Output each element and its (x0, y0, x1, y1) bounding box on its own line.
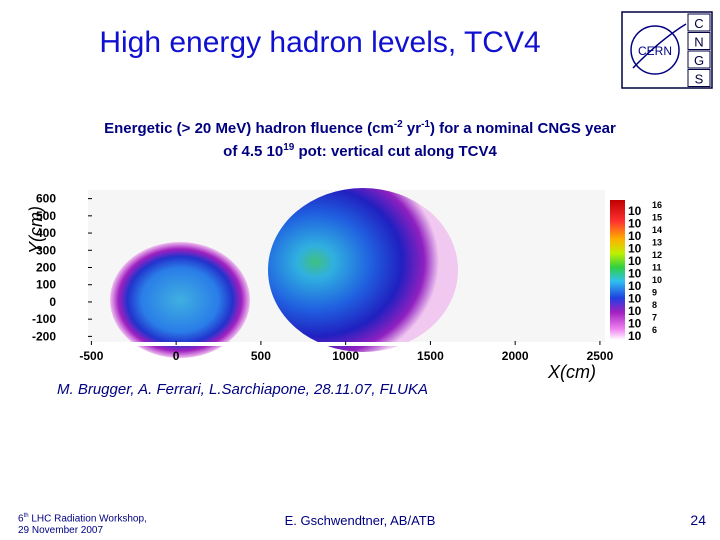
logo-letter: S (695, 72, 704, 87)
colorbar-base: 10 (628, 292, 642, 306)
logo-arc (632, 23, 687, 69)
caption-text: yr (402, 120, 422, 137)
logo: CERN CNGS (621, 11, 713, 89)
footer-text: LHC Radiation Workshop, (28, 513, 147, 525)
colorbar-exponent: 10 (652, 275, 662, 285)
axes: -500 0 500 1000 1500 2000 25006005004003002001… (26, 192, 662, 382)
x-axis-label: X(cm) (547, 362, 596, 382)
plot: -500 0 500 1000 1500 2000 25006005004003002001… (26, 188, 662, 382)
footer-text: 6 (18, 513, 24, 525)
heatmap-blob (268, 188, 458, 352)
y-tick-label: 500 (36, 209, 56, 223)
y-tick-label: 100 (36, 278, 56, 292)
logo-ring (630, 25, 680, 75)
caption-text: pot: vertical cut along TCV4 (294, 143, 497, 160)
colorbar-base: 10 (628, 254, 642, 268)
y-tick-label: 0 (49, 295, 56, 309)
colorbar-base: 10 (628, 329, 642, 343)
colorbar-base: 10 (628, 317, 642, 331)
logo-text: CERN (638, 44, 672, 58)
heatmap-blob (110, 242, 250, 358)
x-tick-label: 0 (173, 349, 180, 363)
y-tick-label: -200 (32, 329, 56, 343)
caption-text: of 4.5 10 (223, 143, 284, 160)
colorbar-base: 10 (628, 229, 642, 243)
colorbar-exponent: 11 (652, 263, 662, 273)
colorbar (610, 200, 625, 340)
footer-text: th (23, 513, 29, 519)
colorbar-exponent: 14 (652, 225, 662, 235)
colorbar-exponent: 12 (652, 250, 662, 260)
logo-letters: CNGS (687, 13, 711, 87)
x-tick-label: 2000 (502, 349, 529, 363)
colorbar-exponent: 16 (652, 200, 662, 210)
plot-edge (88, 342, 605, 346)
caption-line: Energetic (> 20 MeV) hadron fluence (cm-… (0, 119, 720, 137)
colorbar-exponent: 15 (652, 213, 662, 223)
logo-cell (687, 69, 711, 87)
footer-text: 29 November 2007 (18, 525, 104, 537)
colorbar-exponent: 13 (652, 238, 662, 248)
y-tick-label: 200 (36, 261, 56, 275)
colorbar-exponent: 7 (652, 313, 657, 323)
logo-letter: G (694, 53, 704, 68)
colorbar-base: 10 (628, 304, 642, 318)
x-tick-label: 2500 (587, 349, 614, 363)
x-tick-label: 1500 (417, 349, 444, 363)
logo-cell (687, 50, 711, 69)
footer-left: 6th LHC Radiation Workshop, 29 November … (18, 510, 147, 537)
caption-text: 19 (283, 142, 295, 153)
logo-letter: N (694, 35, 703, 50)
caption-text: -1 (421, 119, 430, 130)
caption-line: of 4.5 1019 pot: vertical cut along TCV4 (0, 142, 720, 160)
x-tick-label: -500 (79, 349, 103, 363)
colorbar-base: 10 (628, 279, 642, 293)
y-axis-label: Y(cm) (26, 206, 46, 254)
logo-cell (687, 13, 711, 32)
colorbar-exponent: 6 (652, 325, 657, 335)
colorbar-base: 10 (628, 242, 642, 256)
footer-author: E. Gschwendtner, AB/ATB (284, 513, 436, 528)
colorbar-base: 10 (628, 217, 642, 231)
caption-text: ) for a nominal CNGS year (429, 120, 616, 137)
y-tick-label: -100 (32, 312, 56, 326)
colorbar-exponent: 8 (652, 300, 657, 310)
colorbar-base: 10 (628, 267, 642, 281)
logo-cell (687, 32, 711, 50)
x-tick-label: 1000 (332, 349, 359, 363)
colorbar-base: 10 (628, 204, 642, 218)
page-number: 24 (690, 512, 706, 528)
y-tick-label: 400 (36, 226, 56, 240)
caption-text: -2 (393, 119, 403, 130)
y-tick-label: 300 (36, 243, 56, 257)
colorbar-exponent: 9 (652, 288, 657, 298)
authors: M. Brugger, A. Ferrari, L.Sarchiapone, 2… (57, 381, 429, 398)
caption-text: Energetic (> 20 MeV) hadron fluence (cm (104, 120, 394, 137)
slide-title: High energy hadron levels, TCV4 (99, 26, 541, 59)
logo-letter: C (694, 16, 703, 31)
x-tick-label: 500 (251, 349, 271, 363)
y-tick-label: 600 (36, 192, 56, 206)
